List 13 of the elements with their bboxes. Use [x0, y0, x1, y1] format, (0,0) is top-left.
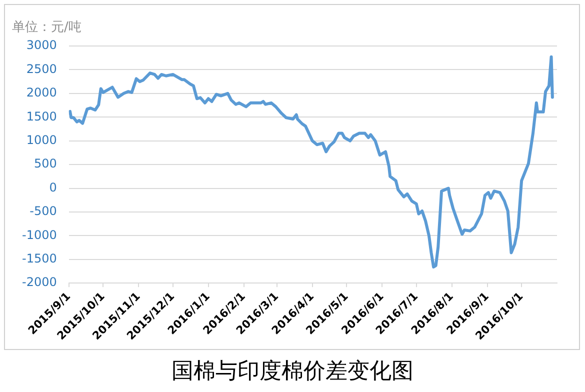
y-tick-label: 500	[34, 156, 57, 171]
y-axis-title: 单位：元/吨	[12, 19, 82, 36]
y-tick-label: 3000	[26, 38, 57, 52]
y-tick-label: 2000	[26, 86, 57, 100]
y-tick-label: 1000	[26, 132, 57, 147]
y-tick-label: -2000	[22, 275, 57, 290]
y-tick-label: -1500	[22, 252, 57, 266]
y-tick-label: 1500	[26, 109, 57, 124]
y-tick-label: -1000	[22, 228, 57, 242]
text: 国棉与印度棉价差变化图	[170, 357, 414, 385]
y-tick-label: -500	[30, 204, 57, 218]
y-tick-label: 2500	[26, 62, 57, 76]
y-tick-label: 0	[49, 180, 57, 194]
